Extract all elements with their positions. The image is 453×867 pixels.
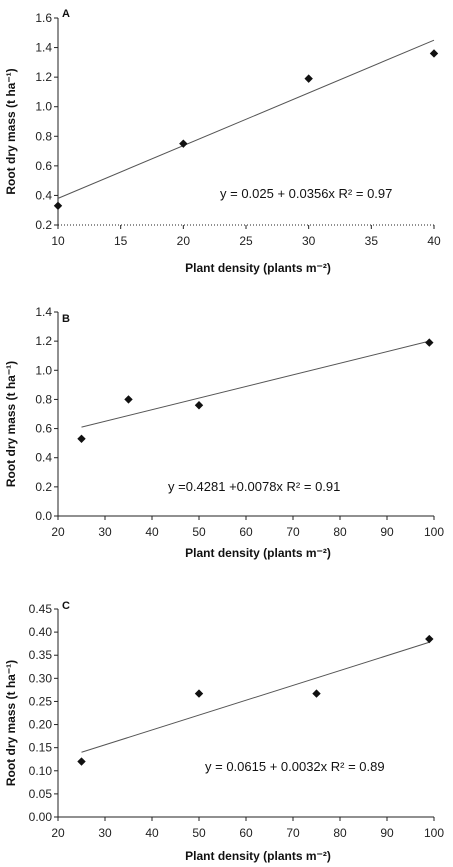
panel-c-y-axis-title: Root dry mass (t ha⁻¹) — [4, 660, 18, 786]
panel-b-x-tick-label: 90 — [380, 525, 394, 539]
panel-c-x-tick-label: 100 — [424, 826, 444, 840]
panel-b-x-tick-label: 80 — [333, 525, 347, 539]
panel-c-x-tick-label: 60 — [239, 826, 253, 840]
panel-b-x-tick-label: 30 — [98, 525, 112, 539]
panel-c-x-tick-label: 50 — [192, 826, 206, 840]
panel-a-data-point — [53, 201, 63, 210]
panel-b-x-axis-title: Plant density (plants m⁻²) — [185, 546, 331, 560]
panel-c-y-tick-label: 0.45 — [29, 602, 53, 616]
panel-a-x-tick-label: 25 — [239, 234, 253, 248]
panel-b-data-point — [425, 338, 434, 347]
panel-c-equation: y = 0.0615 + 0.0032x R² = 0.89 — [205, 759, 385, 774]
panel-c-x-tick-label: 40 — [145, 826, 159, 840]
panel-a-x-tick-label: 35 — [365, 234, 379, 248]
panel-c-x-tick-label: 80 — [333, 826, 347, 840]
panel-b-y-axis-title: Root dry mass (t ha⁻¹) — [4, 361, 18, 487]
panel-a-x-tick-label: 30 — [302, 234, 316, 248]
panel-c-data-point — [425, 634, 434, 644]
panel-c-y-tick-label: 0.00 — [29, 810, 53, 824]
panel-c-y-tick-label: 0.35 — [29, 648, 53, 662]
panel-a-y-tick-label: 0.8 — [35, 129, 52, 143]
panel-b-x-tick-label: 60 — [239, 525, 253, 539]
panel-b-y-tick-label: 1.2 — [35, 334, 52, 348]
panel-c-trendline — [81, 641, 430, 753]
panel-a-equation: y = 0.025 + 0.0356x R² = 0.97 — [220, 186, 392, 201]
panel-b-y-tick-label: 1.4 — [35, 305, 52, 319]
panel-b-y-tick-label: 0.6 — [35, 422, 52, 436]
panel-a-x-tick-label: 15 — [114, 234, 128, 248]
panel-c-y-tick-label: 0.20 — [29, 718, 53, 732]
panel-b-data-point — [124, 395, 133, 404]
panel-c-data-point — [312, 689, 321, 698]
panel-c-x-tick-label: 30 — [98, 826, 112, 840]
panel-b-y-tick-label: 0.4 — [35, 451, 52, 465]
panel-b-data-point — [77, 434, 86, 443]
panel-b-x-tick-label: 100 — [424, 525, 444, 539]
panel-b-trendline — [81, 340, 430, 428]
panel-b-label: B — [62, 313, 70, 325]
panel-c-x-axis-title: Plant density (plants m⁻²) — [185, 849, 331, 863]
panel-a-y-tick-label: 1.2 — [35, 70, 52, 84]
panel-c-y-tick-label: 0.05 — [29, 787, 53, 801]
panel-a-data-point — [304, 74, 313, 83]
panel-b-y-tick-label: 1.0 — [35, 363, 52, 377]
panel-a-x-axis-title: Plant density (plants m⁻²) — [185, 261, 331, 275]
panel-c-y-tick-label: 0.10 — [29, 764, 53, 778]
panel-b-x-tick-label: 70 — [286, 525, 300, 539]
panel-c-x-tick-label: 20 — [51, 826, 65, 840]
panel-a-x-tick-label: 40 — [427, 234, 441, 248]
panel-a-y-tick-label: 0.2 — [35, 218, 52, 232]
panel-a-y-tick-label: 0.4 — [35, 188, 52, 202]
panel-a-y-axis-title: Root dry mass (t ha⁻¹) — [4, 68, 18, 194]
panel-c-y-tick-label: 0.30 — [29, 671, 53, 685]
panel-c-x-tick-label: 70 — [286, 826, 300, 840]
panel-a-data-point — [179, 139, 188, 148]
panel-a-y-tick-label: 1.6 — [35, 11, 52, 25]
panel-c-data-point — [77, 757, 86, 766]
panel-a-x-tick-label: 10 — [51, 234, 65, 248]
panel-b-data-point — [194, 401, 204, 410]
panel-a-trendline — [57, 39, 435, 199]
panel-c-x-tick-label: 90 — [380, 826, 394, 840]
panel-c-y-tick-label: 0.15 — [29, 741, 53, 755]
panel-c-data-point — [194, 689, 204, 698]
panel-b-equation: y =0.4281 +0.0078x R² = 0.91 — [168, 479, 340, 494]
panel-b-y-tick-label: 0.8 — [35, 392, 52, 406]
panel-a-label: A — [62, 8, 70, 20]
panel-b-y-tick-label: 0.2 — [35, 480, 52, 494]
panel-a-y-tick-label: 0.6 — [35, 159, 52, 173]
panel-a-x-tick-label: 20 — [177, 234, 191, 248]
panel-c-y-tick-label: 0.40 — [29, 625, 53, 639]
panel-a-data-point — [429, 49, 439, 58]
panel-b-x-tick-label: 40 — [145, 525, 159, 539]
panel-c-y-tick-label: 0.25 — [29, 694, 53, 708]
panel-c-label: C — [62, 600, 70, 612]
panel-b-x-tick-label: 20 — [51, 525, 65, 539]
panel-a-y-tick-label: 1.4 — [35, 41, 52, 55]
panel-a-y-tick-label: 1.0 — [35, 100, 52, 114]
panel-b-y-tick-label: 0.0 — [35, 509, 52, 523]
panel-b-x-tick-label: 50 — [192, 525, 206, 539]
